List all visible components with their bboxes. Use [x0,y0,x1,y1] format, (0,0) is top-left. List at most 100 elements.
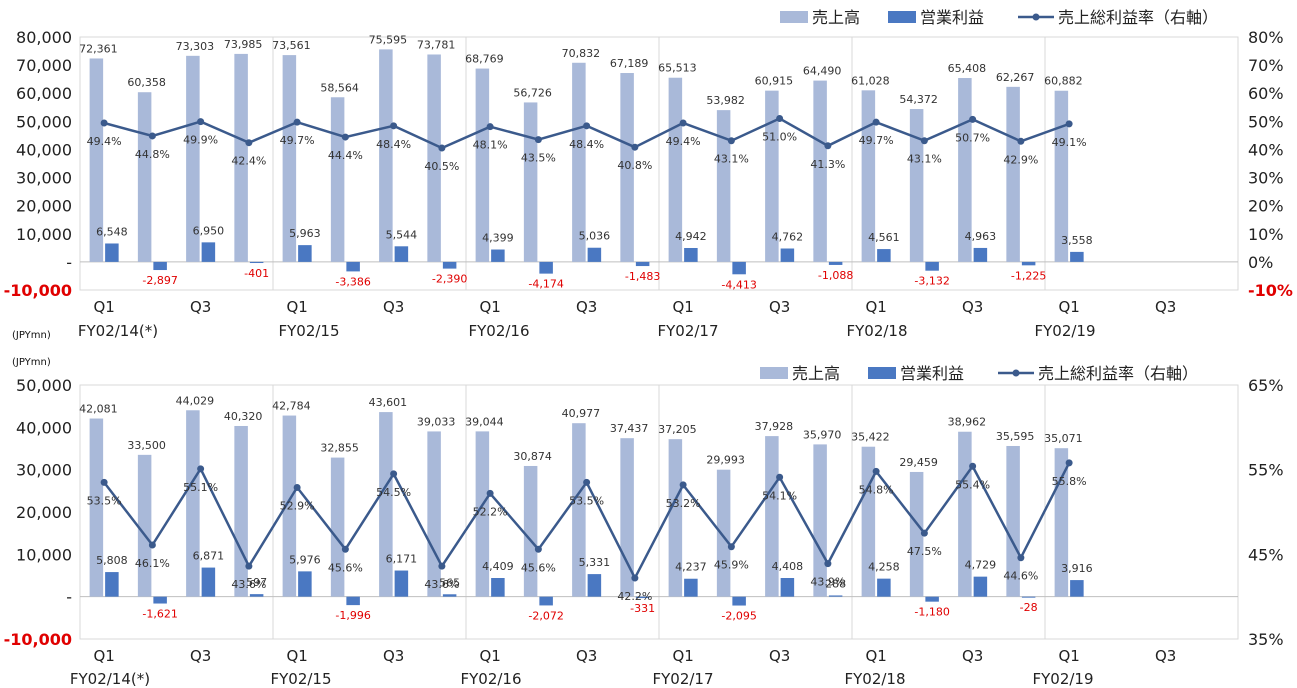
data-label-sales: 40,977 [562,407,601,420]
point-gross-margin [148,132,156,140]
legend-marker-gross-margin [1012,369,1020,377]
bar-sales [330,97,345,262]
y-axis-tick-label: 50,000 [16,376,72,395]
bar-operating-profit [780,578,795,597]
point-gross-margin [390,470,398,478]
y2-axis-tick-label: 45% [1248,545,1284,564]
data-label-operating-profit: 6,950 [193,224,225,237]
data-label-operating-profit: 3,558 [1061,234,1093,247]
y2-axis-tick-label: -10% [1248,281,1293,300]
data-label-operating-profit: -28 [1020,601,1038,614]
data-label-sales: 35,422 [851,431,890,444]
bar-operating-profit [732,596,746,606]
data-label-operating-profit: 5,544 [386,228,418,241]
point-gross-margin [727,137,735,145]
data-label-gross-margin: 52.9% [280,499,315,512]
data-label-gross-margin: 46.1% [135,557,170,570]
y-axis-tick-label: - [66,253,72,272]
bar-sales [379,49,393,262]
bar-operating-profit [925,261,939,271]
point-gross-margin [969,115,977,123]
point-gross-margin [824,142,832,150]
point-gross-margin [534,136,542,144]
data-label-gross-margin: 54.5% [376,486,411,499]
data-label-gross-margin: 45.6% [521,561,556,574]
legend-label-gross-margin: 売上総利益率（右軸） [1058,8,1218,27]
y2-axis-tick-label: 30% [1248,169,1284,188]
data-label-sales: 64,490 [803,65,842,78]
point-gross-margin [245,562,253,570]
data-label-sales: 39,033 [417,415,456,428]
data-label-operating-profit: 5,036 [579,230,611,243]
bar-operating-profit [105,572,119,597]
point-gross-margin [245,139,253,147]
point-gross-margin [438,562,446,570]
data-label-gross-margin: 47.5% [907,545,942,558]
data-label-operating-profit: -1,483 [625,270,660,283]
data-label-sales: 44,029 [176,394,215,407]
y2-axis-tick-label: 70% [1248,56,1284,75]
bar-sales [813,444,827,597]
point-gross-margin [293,483,301,491]
bar-sales [1006,86,1020,262]
y-axis-tick-label: 50,000 [16,112,72,131]
data-label-sales: 65,408 [948,62,987,75]
data-label-sales: 72,361 [79,42,118,55]
x-axis-tick-label: Q3 [383,647,404,665]
bar-sales [572,423,586,597]
x-axis-tick-label: Q3 [1155,298,1176,316]
data-label-sales: 73,985 [224,38,263,51]
data-label-operating-profit: 5,808 [96,554,128,567]
bar-sales [668,439,683,597]
data-label-sales: 43,601 [369,396,408,409]
data-label-operating-profit: -2,095 [721,610,756,623]
bar-operating-profit [732,261,746,275]
data-label-gross-margin: 43.5% [521,152,556,165]
point-gross-margin [293,118,301,126]
data-label-gross-margin: 43.1% [907,153,942,166]
y-axis-tick-label: 10,000 [16,545,72,564]
data-label-sales: 61,028 [851,74,890,87]
bar-operating-profit [153,596,167,604]
data-label-operating-profit: -1,088 [818,269,853,282]
point-gross-margin [486,489,494,497]
bar-operating-profit [491,578,505,597]
data-label-operating-profit: 4,963 [965,230,997,243]
data-label-sales: 54,372 [899,93,938,106]
data-label-operating-profit: -3,132 [914,275,949,288]
data-label-operating-profit: 5,963 [289,227,321,240]
point-gross-margin [486,123,494,131]
data-label-sales: 60,915 [755,75,794,88]
data-label-operating-profit: 4,258 [868,561,900,574]
bar-operating-profit [635,261,650,267]
bar-sales [765,90,779,262]
bar-operating-profit [635,596,650,599]
point-gross-margin [631,574,639,582]
data-label-sales: 70,832 [562,47,601,60]
fiscal-year-label: FY02/16 [468,322,529,340]
legend-label-gross-margin: 売上総利益率（右軸） [1038,364,1198,383]
bar-sales [137,454,152,597]
data-label-gross-margin: 41.3% [810,158,845,171]
bar-sales [668,77,683,262]
data-label-gross-margin: 40.5% [424,160,459,173]
data-label-sales: 32,855 [320,442,359,455]
point-gross-margin [583,122,591,130]
bar-operating-profit [587,247,602,262]
data-label-gross-margin: 55.1% [183,481,218,494]
y-axis-tick-label: 30,000 [16,461,72,480]
data-label-operating-profit: 4,237 [675,561,707,574]
point-gross-margin [969,462,977,470]
bar-operating-profit [877,578,891,597]
point-gross-margin [1017,137,1025,145]
x-axis-tick-label: Q1 [672,647,693,665]
y2-axis-tick-label: 80% [1248,28,1284,47]
data-label-operating-profit: 4,561 [868,231,900,244]
bar-sales [330,457,345,597]
data-label-sales: 29,993 [706,454,745,467]
point-gross-margin [872,118,880,126]
data-label-operating-profit: -2,897 [142,274,177,287]
data-label-operating-profit: 3,916 [1061,562,1093,575]
y2-axis-tick-label: 40% [1248,140,1284,159]
fiscal-year-label: FY02/15 [278,322,339,340]
